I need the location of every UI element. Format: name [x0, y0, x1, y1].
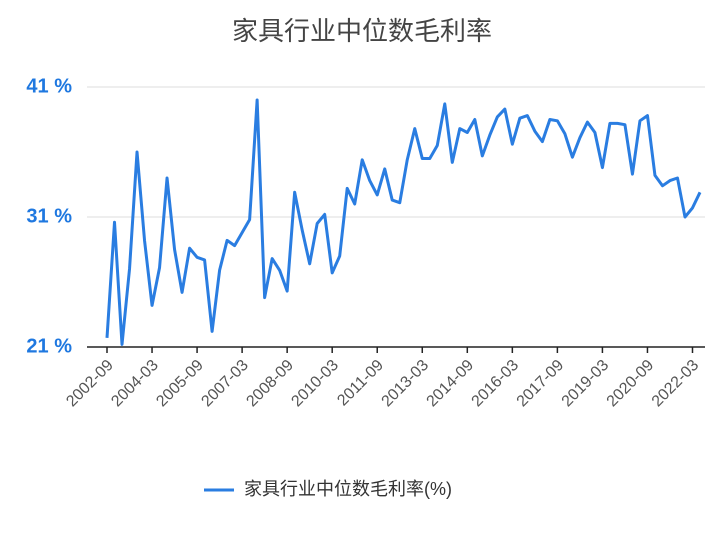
x-tick-label: 2010-03	[288, 357, 342, 411]
x-tick-label: 2007-03	[198, 357, 252, 411]
x-tick-label: 2011-09	[334, 357, 387, 410]
x-tick-label: 2004-03	[108, 357, 162, 411]
x-tick-label: 2017-09	[514, 357, 568, 411]
y-tick-label: 21 %	[26, 335, 72, 357]
x-tick-label: 2014-09	[424, 357, 478, 411]
x-tick-label: 2016-03	[469, 357, 523, 411]
data-line	[105, 98, 702, 346]
x-tick-label: 2002-09	[63, 357, 117, 411]
y-tick-label: 31 %	[26, 205, 72, 227]
x-tick-label: 2013-03	[379, 357, 433, 411]
x-tick-label: 2022-03	[649, 357, 703, 411]
legend-label: 家具行业中位数毛利率(%)	[244, 479, 452, 499]
x-tick-label: 2005-09	[153, 357, 207, 411]
x-tick-label: 2020-09	[604, 357, 658, 411]
chart-title: 家具行业中位数毛利率	[232, 16, 492, 46]
y-tick-label: 41 %	[26, 75, 72, 97]
x-tick-label: 2008-09	[243, 357, 297, 411]
x-tick-label: 2019-03	[559, 357, 613, 411]
